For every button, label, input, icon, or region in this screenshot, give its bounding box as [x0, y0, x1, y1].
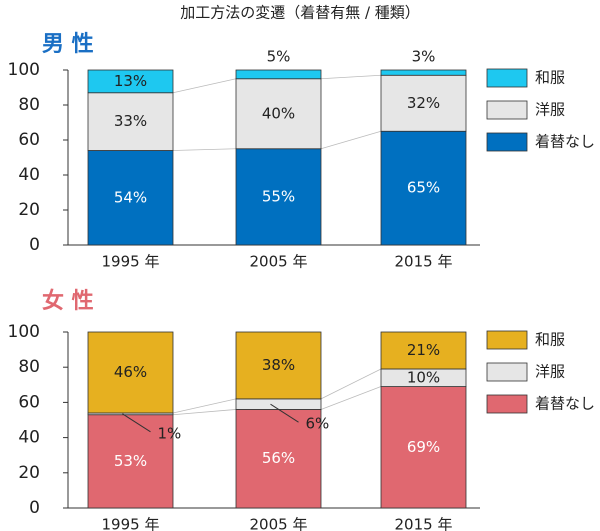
data-label: 54% [114, 188, 147, 206]
data-label: 56% [262, 449, 295, 467]
data-label: 55% [262, 187, 295, 205]
legend-label: 和服 [535, 331, 565, 349]
bar-segment [380, 130, 467, 246]
bar-segment [235, 331, 322, 400]
bar-segment [380, 386, 467, 509]
bar-segment [235, 398, 322, 410]
data-label: 10% [407, 368, 440, 386]
connector-line [172, 148, 237, 151]
data-label: 3% [412, 48, 436, 66]
data-label: 21% [407, 341, 440, 359]
leader-line [122, 413, 151, 433]
legend-swatch [486, 394, 528, 414]
legend-swatch [486, 132, 528, 152]
connector-line [172, 78, 237, 94]
x-tick-label: 2005 年 [250, 253, 308, 271]
y-tick-label: 0 [29, 498, 40, 518]
bar-segment [87, 331, 174, 414]
bar-segment [380, 69, 467, 76]
x-tick-label: 1995 年 [102, 516, 160, 531]
bar-segment [87, 69, 174, 94]
connector-line [320, 74, 382, 80]
y-tick-label: 0 [29, 235, 40, 255]
data-label: 13% [114, 72, 147, 90]
data-label: 53% [114, 452, 147, 470]
legend-swatch [486, 362, 528, 382]
legend-label: 着替なし [535, 395, 595, 413]
connector-line [320, 386, 382, 410]
y-tick-label: 80 [18, 95, 40, 115]
legend-label: 洋服 [535, 363, 565, 381]
y-tick-label: 80 [18, 357, 40, 377]
y-tick-label: 20 [18, 200, 40, 220]
y-tick-label: 100 [8, 60, 40, 80]
data-label: 69% [407, 438, 440, 456]
data-label: 33% [114, 112, 147, 130]
bar-segment [380, 331, 467, 370]
bar-segment [235, 78, 322, 150]
bar-segment [87, 414, 174, 509]
connector-line [320, 130, 382, 150]
bar-segment [235, 69, 322, 80]
x-tick-label: 1995 年 [102, 253, 160, 271]
data-label: 40% [262, 104, 295, 122]
bar-segment [87, 92, 174, 151]
legend-label: 洋服 [535, 101, 565, 119]
connector-line [320, 368, 382, 400]
bar-segment [87, 150, 174, 246]
connector-line [172, 398, 237, 414]
x-tick-label: 2005 年 [250, 516, 308, 531]
y-tick-label: 60 [18, 130, 40, 150]
y-tick-label: 60 [18, 392, 40, 412]
y-tick-label: 100 [8, 322, 40, 342]
chart-title: 女 性 [42, 288, 94, 314]
legend-label: 和服 [535, 69, 565, 87]
legend-swatch [486, 330, 528, 350]
leader-line [270, 403, 299, 423]
y-tick-label: 20 [18, 463, 40, 483]
data-label: 6% [306, 415, 330, 433]
data-label: 32% [407, 94, 440, 112]
legend-label: 着替なし [535, 133, 595, 151]
data-label: 65% [407, 179, 440, 197]
data-label: 1% [158, 424, 182, 442]
legend-swatch [486, 100, 528, 120]
data-label: 46% [114, 363, 147, 381]
data-label: 5% [267, 48, 291, 66]
bar-segment [235, 148, 322, 246]
x-tick-label: 2015 年 [395, 253, 453, 271]
connector-line [172, 409, 237, 416]
page-title: 加工方法の変遷（着替有無 / 種類） [180, 4, 420, 22]
chart-title: 男 性 [42, 32, 94, 57]
legend-swatch [486, 68, 528, 88]
y-tick-label: 40 [18, 165, 40, 185]
data-label: 38% [262, 356, 295, 374]
x-tick-label: 2015 年 [395, 516, 453, 531]
y-tick-label: 40 [18, 428, 40, 448]
